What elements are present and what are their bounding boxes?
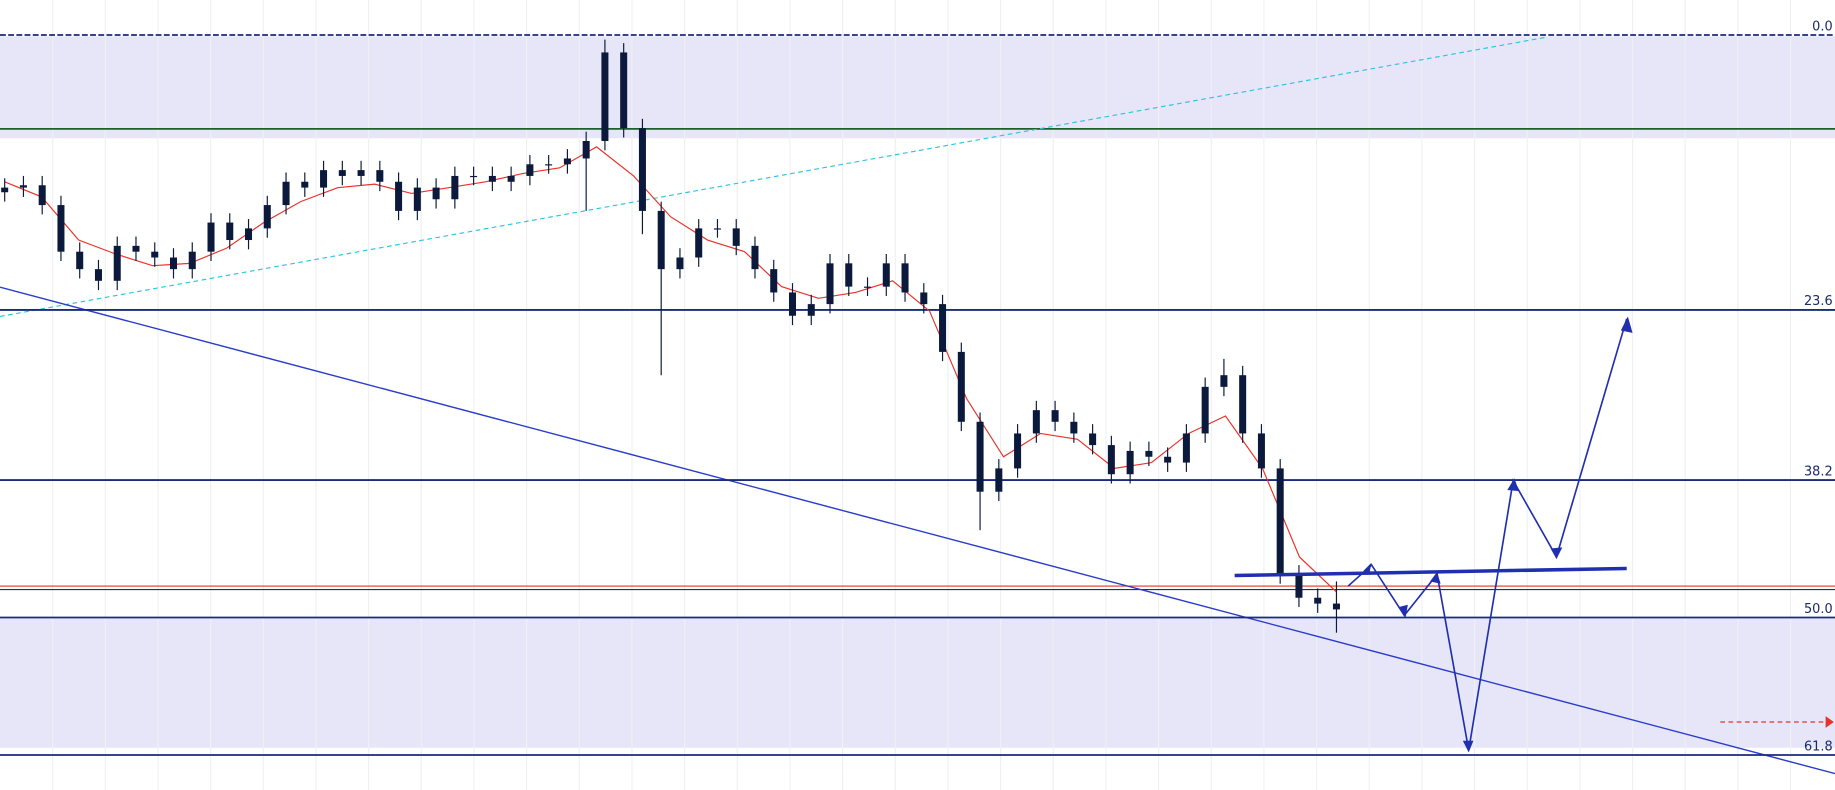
candle-body [1014,433,1022,469]
vertical-grid [52,0,1792,790]
zone-band [0,36,1835,139]
candle-body [1276,468,1284,575]
candle-body [301,181,309,188]
candle-body [1070,421,1078,434]
candle-body [563,158,571,165]
candle-body [657,210,665,270]
candle-body [413,187,421,211]
candle-body [376,170,384,182]
candle-body [488,175,496,182]
candle-body [1314,597,1322,604]
candle-body [826,263,834,305]
candle-body [1032,410,1040,434]
candle-body [864,286,872,288]
candle-body [507,175,515,182]
candle-body [770,269,778,293]
projection-path [1347,318,1628,751]
candle-body [151,251,159,258]
fib-level-label: 23.6 [1804,294,1833,309]
candle-body [1126,450,1134,475]
candle-body [188,251,196,270]
candle-body [713,228,721,230]
candle-body [976,421,984,492]
candle-body [245,228,253,241]
candle-body [882,263,890,287]
candle-body [1332,603,1340,610]
candle-body [38,185,46,206]
fib-level-label: 0.0 [1812,19,1832,34]
candle-body [169,257,178,270]
candle-body [995,468,1003,492]
candle-body [57,205,65,252]
candle-body [338,170,346,176]
price-marker [1825,716,1834,728]
breakout-line [1234,566,1627,578]
candle-body [207,222,215,252]
trend-line [0,286,1835,775]
fib-levels: 0.0 23.6 38.2 50.0 61.8 [0,19,1835,756]
candles [1,39,1340,633]
candle-body [545,164,553,166]
fib-level-label: 50.0 [1804,602,1833,617]
candle-body [1145,450,1153,457]
candle-body [282,181,290,206]
candle-body [751,245,759,270]
candle-body [1220,375,1228,387]
candle-body [601,52,609,141]
candle-body [1164,456,1172,463]
candle-body [1089,433,1097,446]
candle-body [113,245,121,281]
candle-body [957,351,965,422]
candle-body [526,164,534,176]
candle-body [695,228,703,258]
candle-body [1201,386,1209,434]
candle-body [226,222,234,241]
candle-body [1239,375,1247,434]
candle-body [620,52,628,129]
candle-body [807,304,815,316]
candle-body [76,251,84,270]
candle-body [788,292,797,316]
candle-body [395,181,403,211]
candle-body [1295,574,1303,598]
candle-body [1,187,9,193]
candle-body [320,170,328,188]
candle-body [676,257,684,270]
candle-body [920,292,928,305]
candle-body [132,245,140,252]
candle-body [432,187,440,200]
candle-body [263,205,271,229]
candle-body [1182,433,1190,463]
candle-body [94,269,102,281]
candle-body [582,140,590,159]
candle-body [845,263,853,287]
candle-body [19,185,27,188]
candle-body [732,228,740,246]
candle-body [901,263,909,293]
candle-body [1257,433,1265,469]
zone-band [0,617,1835,748]
candle-body [357,170,365,176]
candle-body [451,175,459,200]
candle-body [1107,445,1115,475]
candle-body [638,128,646,211]
fib-level-label: 38.2 [1804,464,1833,479]
candle-body [939,304,947,352]
candle-body [470,175,478,178]
fib-level-label: 61.8 [1804,739,1833,754]
candle-body [1051,410,1059,422]
